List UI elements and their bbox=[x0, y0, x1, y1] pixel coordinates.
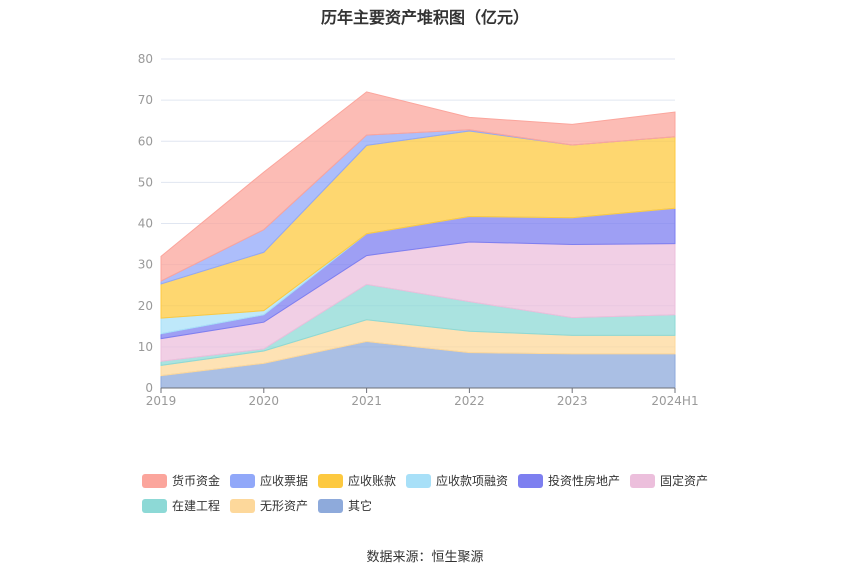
legend-item[interactable]: 固定资产 bbox=[630, 472, 708, 489]
legend-label: 应收款项融资 bbox=[436, 474, 509, 488]
legend-swatch bbox=[142, 473, 167, 488]
chart-title: 历年主要资产堆积图（亿元） bbox=[320, 8, 529, 27]
y-tick-label: 70 bbox=[138, 93, 153, 107]
y-tick-label: 10 bbox=[138, 340, 153, 354]
x-tick-label: 2021 bbox=[351, 394, 382, 408]
legend-swatch bbox=[630, 473, 655, 488]
legend-label: 应收账款 bbox=[348, 474, 397, 488]
legend-item[interactable]: 其它 bbox=[318, 497, 372, 514]
legend-swatch bbox=[406, 473, 431, 488]
stacked-area-chart: 0 10 20 30 40 50 60 70 80 2019 2020 2021 2022 2023 202… bbox=[138, 52, 699, 408]
y-tick-label: 0 bbox=[145, 381, 153, 395]
x-tick-label: 2019 bbox=[146, 394, 177, 408]
legend-swatch bbox=[318, 473, 343, 488]
legend-label: 货币资金 bbox=[172, 474, 221, 488]
y-tick-label: 40 bbox=[138, 217, 153, 231]
y-tick-label: 60 bbox=[138, 134, 153, 148]
data-source-note: 数据来源：恒生聚源 bbox=[366, 550, 484, 565]
legend-item[interactable]: 无形资产 bbox=[230, 497, 308, 514]
legend-item[interactable]: 投资性房地产 bbox=[518, 472, 620, 489]
y-tick-label: 50 bbox=[138, 175, 153, 189]
x-tick-label: 2024H1 bbox=[651, 394, 698, 408]
x-tick-label: 2023 bbox=[557, 394, 588, 408]
y-tick-label: 80 bbox=[138, 52, 153, 66]
legend-label: 应收票据 bbox=[260, 474, 309, 488]
legend-swatch bbox=[230, 498, 255, 513]
legend-item[interactable]: 应收账款 bbox=[318, 472, 396, 489]
area-8 bbox=[160, 91, 676, 282]
legend-item[interactable]: 在建工程 bbox=[142, 497, 220, 514]
legend-label: 投资性房地产 bbox=[548, 474, 621, 488]
x-tick-label: 2020 bbox=[249, 394, 280, 408]
y-tick-label: 30 bbox=[138, 258, 153, 272]
legend-item[interactable]: 应收款项融资 bbox=[406, 472, 508, 489]
legend-swatch bbox=[518, 473, 543, 488]
legend-label: 在建工程 bbox=[172, 499, 221, 513]
x-tick-label: 2022 bbox=[454, 394, 485, 408]
legend-swatch bbox=[230, 473, 255, 488]
legend-swatch bbox=[142, 498, 167, 513]
legend-label: 无形资产 bbox=[260, 499, 309, 513]
legend-swatch bbox=[318, 498, 343, 513]
legend-label: 其它 bbox=[348, 499, 373, 513]
legend-item[interactable]: 应收票据 bbox=[230, 472, 308, 489]
y-tick-label: 20 bbox=[138, 299, 153, 313]
legend-label: 固定资产 bbox=[660, 474, 709, 488]
legend-item[interactable]: 货币资金 bbox=[142, 472, 220, 489]
